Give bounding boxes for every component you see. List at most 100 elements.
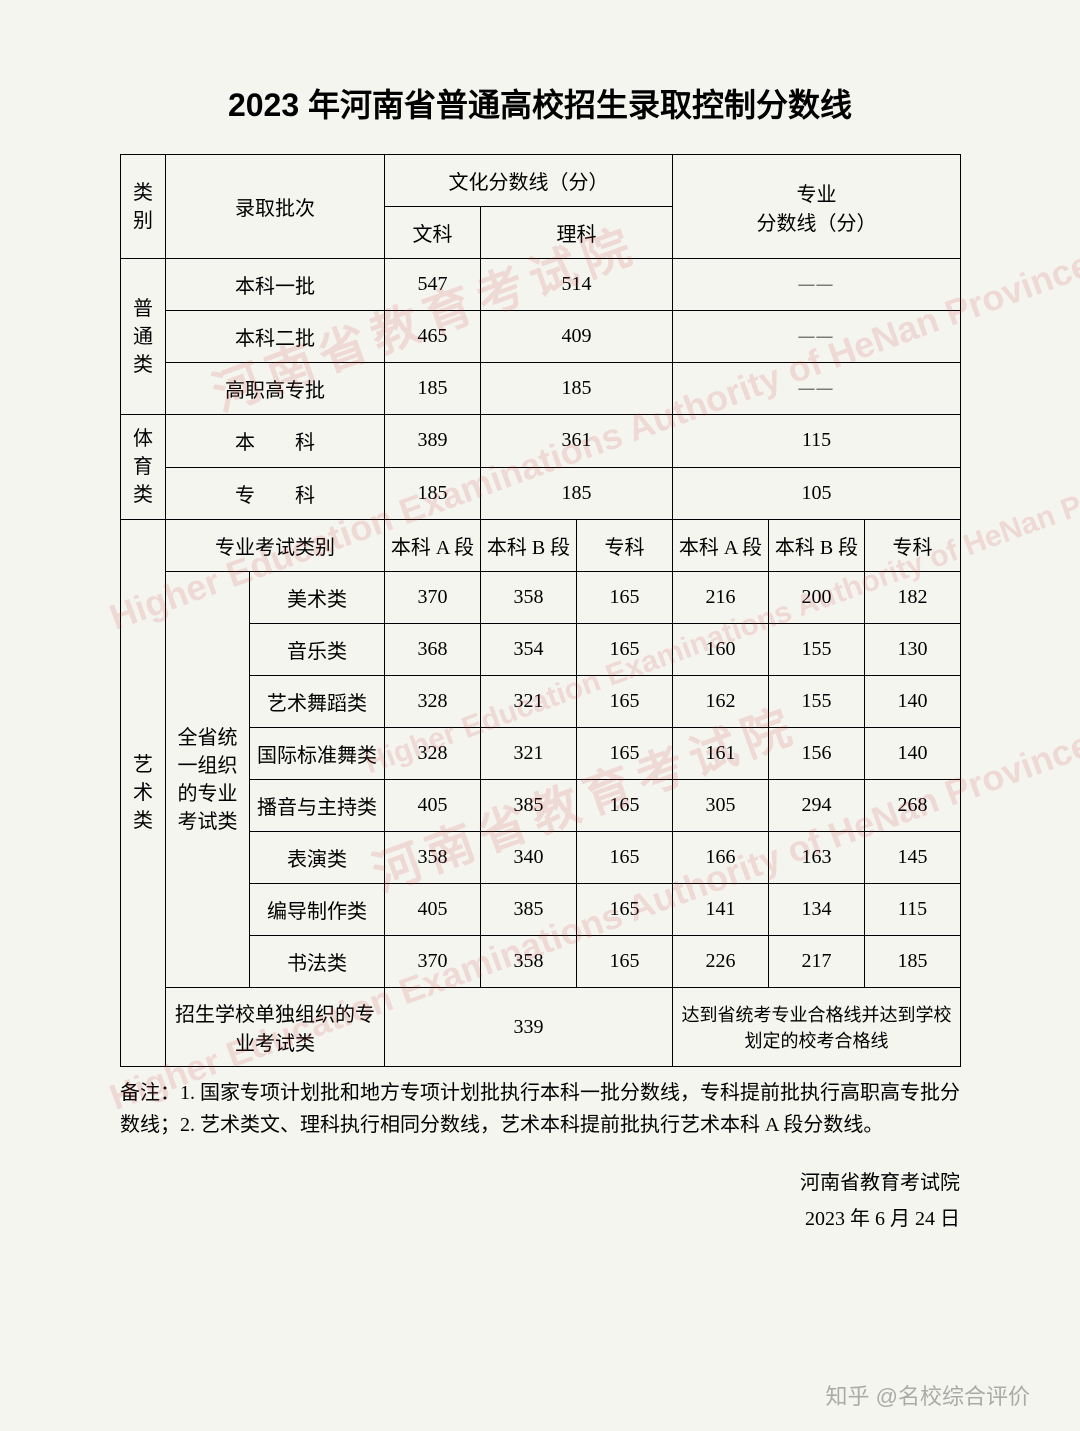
cell: 165 bbox=[577, 936, 673, 988]
page-title: 2023 年河南省普通高校招生录取控制分数线 bbox=[120, 80, 960, 126]
cell: —— bbox=[673, 311, 961, 363]
cell: 115 bbox=[865, 884, 961, 936]
cell: 165 bbox=[577, 728, 673, 780]
hdr-category: 类别 bbox=[121, 155, 166, 259]
yishu-school-org-row: 招生学校单独组织的专业考试类 339 达到省统考专业合格线并达到学校划定的校考合… bbox=[121, 988, 961, 1067]
cell: 339 bbox=[385, 988, 673, 1067]
header-row-1: 类别 录取批次 文化分数线（分） 专业 分数线（分） bbox=[121, 155, 961, 207]
cell: 专科 bbox=[577, 520, 673, 572]
cell: 361 bbox=[481, 415, 673, 468]
cell: 385 bbox=[481, 780, 577, 832]
cell: 165 bbox=[577, 676, 673, 728]
cell: 328 bbox=[385, 728, 481, 780]
cell: 本科 A 段 bbox=[673, 520, 769, 572]
cell: 165 bbox=[577, 780, 673, 832]
yishu-row-0: 全省统一组织的专业考试类 美术类 370358165 216200182 bbox=[121, 572, 961, 624]
cell: 表演类 bbox=[250, 832, 385, 884]
cell: 358 bbox=[481, 572, 577, 624]
cell: 156 bbox=[769, 728, 865, 780]
cell: 405 bbox=[385, 884, 481, 936]
cell: 播音与主持类 bbox=[250, 780, 385, 832]
cell: 美术类 bbox=[250, 572, 385, 624]
cell: 招生学校单独组织的专业考试类 bbox=[166, 988, 385, 1067]
tiyu-row-1: 专 科 185 185 105 bbox=[121, 467, 961, 520]
cell: 321 bbox=[481, 728, 577, 780]
cell: 141 bbox=[673, 884, 769, 936]
cell: 216 bbox=[673, 572, 769, 624]
cell: 165 bbox=[577, 884, 673, 936]
signature-block: 河南省教育考试院 2023 年 6 月 24 日 bbox=[120, 1165, 960, 1237]
cell: 370 bbox=[385, 936, 481, 988]
cell: 268 bbox=[865, 780, 961, 832]
cell: 书法类 bbox=[250, 936, 385, 988]
cell: 高职高专批 bbox=[166, 363, 385, 415]
signature-date: 2023 年 6 月 24 日 bbox=[120, 1201, 960, 1237]
cell: 本 科 bbox=[166, 415, 385, 468]
notes: 备注：1. 国家专项计划批和地方专项计划批执行本科一批分数线，专科提前批执行高职… bbox=[120, 1077, 960, 1141]
cell: 294 bbox=[769, 780, 865, 832]
yishu-group-label: 全省统一组织的专业考试类 bbox=[166, 572, 250, 988]
cell: 226 bbox=[673, 936, 769, 988]
cell: 185 bbox=[385, 363, 481, 415]
cell: 321 bbox=[481, 676, 577, 728]
cell: 340 bbox=[481, 832, 577, 884]
cell: 409 bbox=[481, 311, 673, 363]
hdr-like: 理科 bbox=[481, 207, 673, 259]
cell: 155 bbox=[769, 624, 865, 676]
cell: 405 bbox=[385, 780, 481, 832]
cell: 185 bbox=[481, 467, 673, 520]
cell: 130 bbox=[865, 624, 961, 676]
cell: 465 bbox=[385, 311, 481, 363]
cell: 本科 B 段 bbox=[769, 520, 865, 572]
putong-row-2: 高职高专批 185 185 —— bbox=[121, 363, 961, 415]
cell: 547 bbox=[385, 259, 481, 311]
cell: 115 bbox=[673, 415, 961, 468]
cell: 本科二批 bbox=[166, 311, 385, 363]
cell: 艺术舞蹈类 bbox=[250, 676, 385, 728]
cell: 370 bbox=[385, 572, 481, 624]
cell: 162 bbox=[673, 676, 769, 728]
tiyu-label: 体育类 bbox=[121, 415, 166, 520]
cell: 358 bbox=[481, 936, 577, 988]
cell: 155 bbox=[769, 676, 865, 728]
cell: 161 bbox=[673, 728, 769, 780]
cell: 185 bbox=[385, 467, 481, 520]
cell: 134 bbox=[769, 884, 865, 936]
cell: 182 bbox=[865, 572, 961, 624]
cell: 217 bbox=[769, 936, 865, 988]
cell: 达到省统考专业合格线并达到学校划定的校考合格线 bbox=[673, 988, 961, 1067]
cell: 编导制作类 bbox=[250, 884, 385, 936]
cell: 专 科 bbox=[166, 467, 385, 520]
yishu-label: 艺术类 bbox=[121, 520, 166, 1067]
putong-row-1: 本科二批 465 409 —— bbox=[121, 311, 961, 363]
cell: 185 bbox=[865, 936, 961, 988]
cell: 145 bbox=[865, 832, 961, 884]
signature-org: 河南省教育考试院 bbox=[120, 1165, 960, 1201]
cell: 166 bbox=[673, 832, 769, 884]
cell: 385 bbox=[481, 884, 577, 936]
cell: 165 bbox=[577, 832, 673, 884]
hdr-major: 专业 分数线（分） bbox=[673, 155, 961, 259]
cell: 165 bbox=[577, 572, 673, 624]
score-table: 类别 录取批次 文化分数线（分） 专业 分数线（分） 文科 理科 普通类 本科一… bbox=[120, 154, 961, 1067]
hdr-wenke: 文科 bbox=[385, 207, 481, 259]
cell: 140 bbox=[865, 728, 961, 780]
cell: —— bbox=[673, 363, 961, 415]
cell: 本科 A 段 bbox=[385, 520, 481, 572]
cell: 本科一批 bbox=[166, 259, 385, 311]
cell: 354 bbox=[481, 624, 577, 676]
cell: 328 bbox=[385, 676, 481, 728]
footer-watermark: 知乎 @名校综合评价 bbox=[826, 1379, 1030, 1411]
tiyu-row-0: 体育类 本 科 389 361 115 bbox=[121, 415, 961, 468]
cell: 368 bbox=[385, 624, 481, 676]
hdr-batch: 录取批次 bbox=[166, 155, 385, 259]
cell: 389 bbox=[385, 415, 481, 468]
yishu-subheader: 艺术类 专业考试类别 本科 A 段 本科 B 段 专科 本科 A 段 本科 B … bbox=[121, 520, 961, 572]
cell: 160 bbox=[673, 624, 769, 676]
cell: 专业考试类别 bbox=[166, 520, 385, 572]
cell: —— bbox=[673, 259, 961, 311]
putong-label: 普通类 bbox=[121, 259, 166, 415]
cell: 140 bbox=[865, 676, 961, 728]
cell: 163 bbox=[769, 832, 865, 884]
cell: 本科 B 段 bbox=[481, 520, 577, 572]
